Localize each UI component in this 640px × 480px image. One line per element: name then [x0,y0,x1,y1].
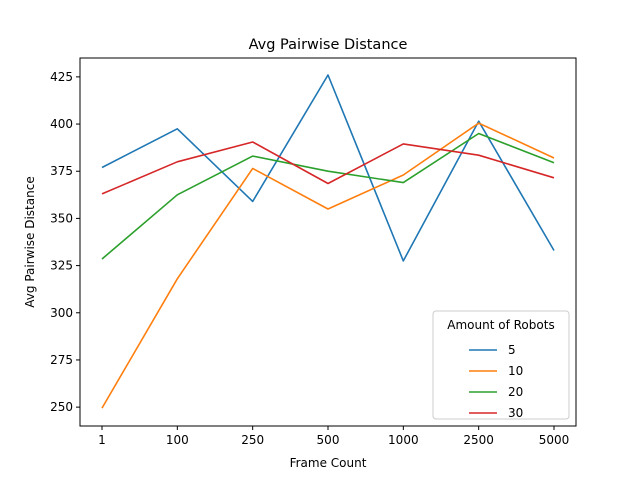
series-line-20 [101,132,555,260]
legend-label-20: 20 [508,385,523,399]
legend-label-30: 30 [508,406,523,420]
x-tick-label: 500 [317,433,340,447]
chart-title: Avg Pairwise Distance [249,37,408,53]
y-tick-label: 350 [50,211,73,225]
series-line-30 [101,141,555,195]
legend-title: Amount of Robots [447,318,554,332]
x-tick-label: 1 [98,433,106,447]
legend-box [432,310,570,420]
y-tick-label: 425 [50,70,73,84]
y-tick-label: 325 [50,259,73,273]
y-tick-label: 250 [50,400,73,414]
y-axis-label: Avg Pairwise Distance [23,176,37,307]
y-tick-label: 275 [50,353,73,367]
x-tick-label: 100 [166,433,189,447]
x-tick-label: 250 [241,433,264,447]
x-tick-label: 2500 [463,433,494,447]
x-tick-label: 5000 [539,433,570,447]
y-tick-label: 300 [50,306,73,320]
series-line-5 [101,74,555,262]
legend: Amount of Robots 5 10 20 30 [432,310,570,420]
legend-label-10: 10 [508,364,523,378]
series-line-10 [101,122,555,409]
x-axis-label: Frame Count [290,456,367,470]
x-tick-label: 1000 [388,433,419,447]
y-tick-label: 400 [50,117,73,131]
legend-label-5: 5 [508,343,516,357]
plot-area: 1 100 250 500 1000 2500 5000 250 275 300 325 350 375… [50,57,577,447]
y-tick-label: 375 [50,164,73,178]
